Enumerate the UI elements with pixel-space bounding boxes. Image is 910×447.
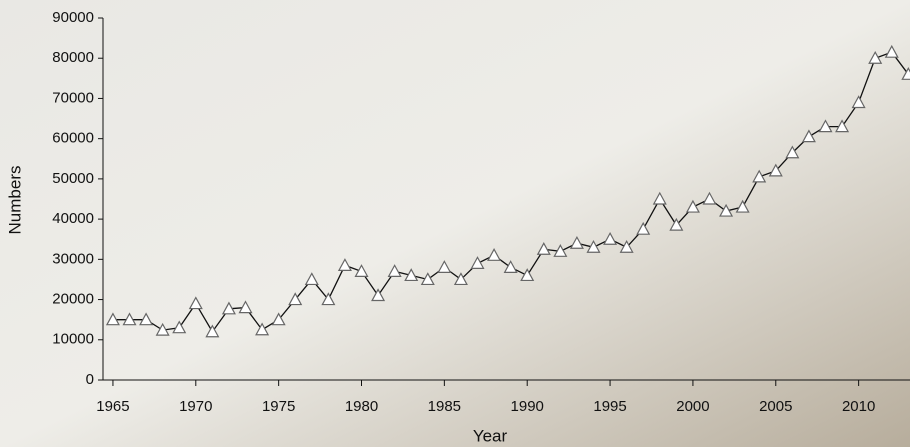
marker	[221, 301, 236, 315]
marker	[387, 264, 402, 277]
marker	[768, 163, 783, 177]
marker	[371, 288, 386, 302]
x-tick-label: 2005	[759, 398, 792, 415]
marker	[702, 191, 717, 205]
y-tick-label: 0	[86, 371, 94, 388]
y-tick-label: 90000	[52, 9, 94, 26]
marker	[420, 272, 435, 286]
x-tick-label: 1990	[511, 398, 544, 415]
marker	[205, 324, 220, 338]
marker	[255, 322, 270, 336]
x-tick-label: 1965	[96, 398, 129, 415]
marker	[470, 256, 485, 269]
marker	[304, 272, 319, 286]
x-tick-label: 1995	[593, 398, 626, 415]
y-tick-label: 60000	[52, 130, 94, 147]
marker	[901, 67, 910, 80]
marker	[752, 169, 767, 183]
marker	[569, 235, 584, 249]
y-tick-label: 20000	[52, 291, 94, 308]
marker	[818, 119, 833, 133]
marker	[553, 244, 568, 257]
x-tick-label: 2010	[842, 398, 875, 415]
marker	[105, 312, 120, 326]
marker	[669, 217, 684, 231]
marker	[139, 312, 154, 326]
marker	[404, 268, 419, 282]
y-tick-label: 30000	[52, 250, 94, 267]
x-tick-label: 1980	[345, 398, 378, 415]
marker	[172, 320, 187, 334]
y-tick-label: 40000	[52, 210, 94, 227]
marker	[337, 258, 352, 271]
marker	[487, 248, 502, 261]
marker	[619, 240, 634, 253]
y-tick-label: 70000	[52, 89, 94, 106]
marker	[586, 240, 601, 253]
marker	[735, 199, 750, 213]
marker	[188, 296, 203, 310]
marker	[122, 312, 137, 326]
y-tick-label: 50000	[52, 170, 94, 187]
marker	[801, 129, 816, 143]
marker	[785, 145, 800, 159]
marker	[437, 260, 452, 273]
marker	[603, 231, 618, 245]
marker	[453, 272, 468, 286]
x-tick-label: 1975	[262, 398, 295, 415]
marker	[851, 95, 866, 109]
x-axis-label: Year	[473, 426, 508, 445]
marker	[652, 191, 667, 205]
marker	[719, 203, 734, 217]
x-tick-label: 1970	[179, 398, 212, 415]
marker	[835, 119, 850, 133]
y-axis-label: Numbers	[5, 166, 24, 235]
marker	[354, 264, 369, 277]
x-tick-label: 2000	[676, 398, 709, 415]
marker	[288, 292, 303, 306]
marker	[520, 268, 535, 282]
marker	[503, 260, 518, 273]
marker	[536, 242, 551, 255]
marker	[155, 322, 170, 336]
x-tick-label: 1985	[428, 398, 461, 415]
marker	[321, 292, 336, 306]
y-tick-label: 80000	[52, 49, 94, 66]
marker	[238, 300, 253, 314]
marker	[884, 44, 899, 58]
marker	[868, 50, 883, 64]
y-tick-label: 10000	[52, 331, 94, 348]
marker	[271, 312, 286, 326]
marker	[685, 199, 700, 213]
marker	[636, 221, 651, 235]
